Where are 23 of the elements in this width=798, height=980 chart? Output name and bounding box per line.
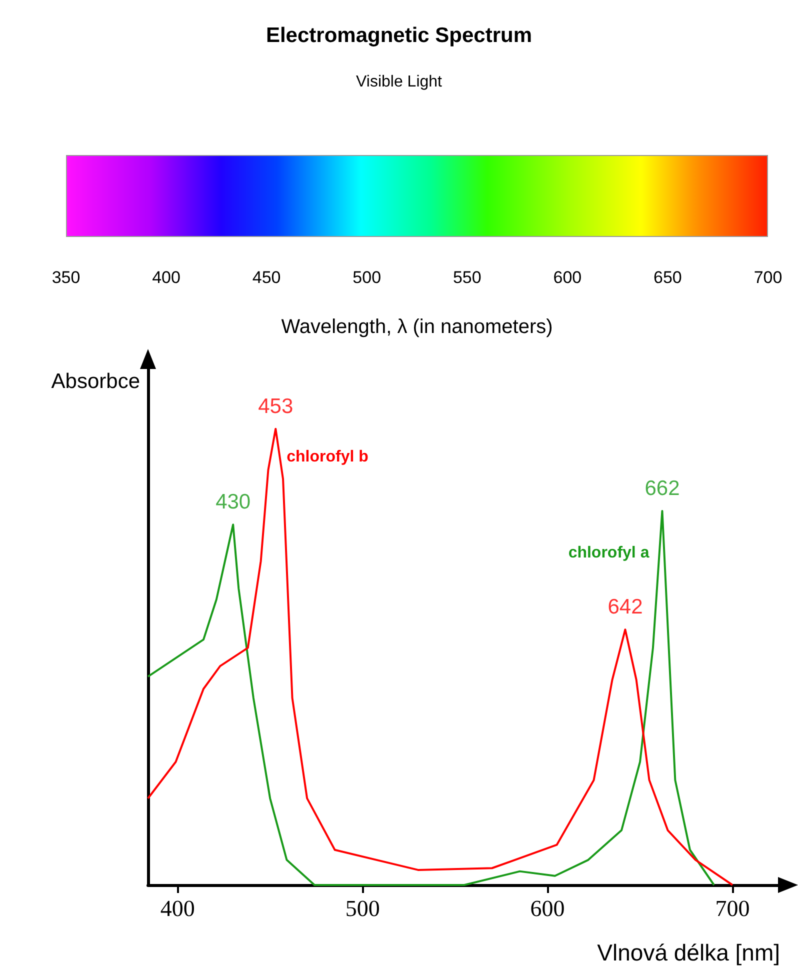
annotation: 453 <box>258 394 294 418</box>
x-axis-title: Vlnová délka [nm] <box>597 940 780 966</box>
annotation: 642 <box>608 596 643 619</box>
x-tick-label: 700 <box>715 896 750 921</box>
series-label: chlorofyl b <box>286 448 369 466</box>
x2-tick-label: 550 <box>452 268 482 287</box>
chart-subtitle: Visible Light <box>356 74 443 90</box>
x2-tick-label: 450 <box>252 268 281 287</box>
chart-title: Electromagnetic Spectrum <box>266 24 532 47</box>
x2-tick-label: 350 <box>52 268 80 287</box>
x-tick-label: 400 <box>160 896 195 921</box>
annotation: 662 <box>644 476 680 500</box>
x2-tick-label: 600 <box>553 268 582 287</box>
x2-tick-label: 700 <box>754 268 782 287</box>
x-tick-label: 600 <box>530 896 565 921</box>
y-axis-title: Absorbce <box>51 370 140 393</box>
x2-tick-label: 650 <box>654 268 682 287</box>
x2-tick-label: 400 <box>152 268 180 287</box>
x2-axis-title: Wavelength, λ (in nanometers) <box>281 316 553 338</box>
x2-tick-label: 500 <box>352 268 382 287</box>
annotation: 430 <box>216 490 251 514</box>
series-label: chlorofyl a <box>568 544 650 562</box>
x-tick-label: 500 <box>345 896 380 921</box>
